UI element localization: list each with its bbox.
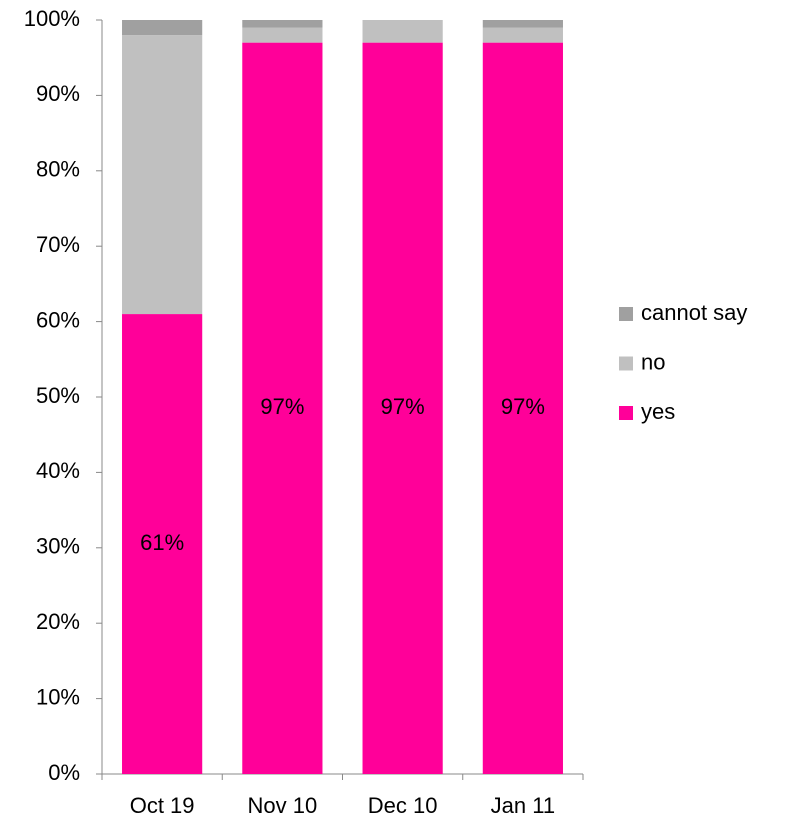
y-tick-label: 0% [48, 760, 80, 785]
bar-segment [482, 42, 563, 775]
x-tick-label: Dec 10 [368, 793, 438, 818]
data-label: 97% [260, 394, 304, 419]
data-label: 97% [381, 394, 425, 419]
bar-segment [122, 314, 203, 774]
legend-label: yes [641, 399, 675, 424]
y-tick-label: 100% [24, 6, 80, 31]
data-label: 97% [501, 394, 545, 419]
legend-swatch [619, 406, 633, 420]
bar-segment [362, 20, 443, 43]
bar-segment [242, 20, 323, 28]
x-tick-label: Jan 11 [491, 793, 555, 818]
bar-segment [242, 42, 323, 775]
bar-segment [482, 27, 563, 43]
bar-segment [122, 20, 203, 36]
legend-swatch [619, 356, 633, 371]
y-tick-label: 40% [36, 458, 80, 483]
legend-label: cannot say [641, 300, 747, 325]
y-tick-label: 80% [36, 157, 80, 182]
y-tick-label: 60% [36, 307, 80, 332]
legend-label: no [641, 349, 665, 374]
y-tick-label: 30% [36, 534, 80, 559]
x-tick-label: Oct 19 [130, 793, 195, 818]
y-tick-label: 10% [36, 684, 80, 709]
bar-segment [482, 20, 563, 28]
y-tick-label: 70% [36, 232, 80, 257]
data-label: 61% [140, 530, 184, 555]
bar-segment [242, 27, 323, 43]
y-tick-label: 90% [36, 81, 80, 106]
y-tick-label: 50% [36, 383, 80, 408]
x-tick-label: Nov 10 [248, 793, 318, 818]
bar-segment [122, 35, 203, 315]
y-tick-label: 20% [36, 609, 80, 634]
bar-segment [362, 42, 443, 775]
legend-swatch [619, 307, 633, 321]
